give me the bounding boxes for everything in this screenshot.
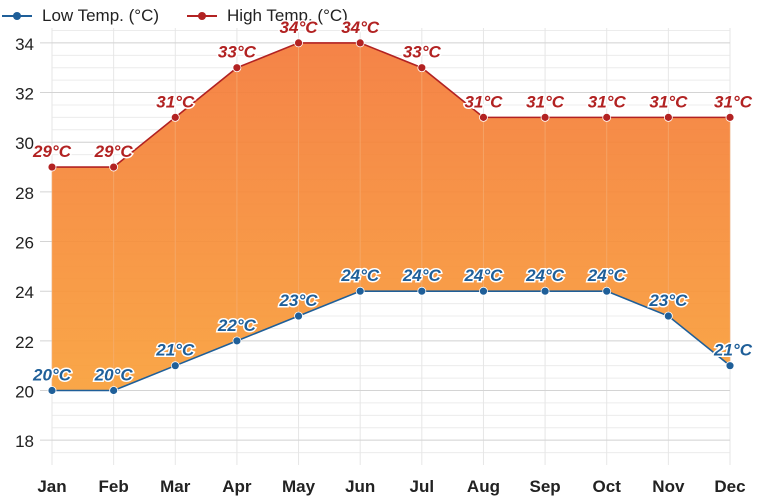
y-tick-label: 26 [15, 234, 34, 253]
low-data-label: 24°C [340, 266, 380, 285]
x-tick-label: Oct [593, 477, 622, 496]
high-point [355, 38, 365, 48]
x-axis: Jan Feb Mar Apr May Jun Jul Aug Sep Oct Nov Dec [37, 477, 745, 496]
y-axis: 18 20 22 24 26 28 30 32 34 [15, 35, 34, 451]
high-point [479, 112, 488, 122]
low-data-label: 20°C [94, 366, 134, 385]
low-data-label: 23°C [279, 291, 319, 310]
high-data-label: 33°C [403, 43, 442, 62]
high-data-label: 31°C [156, 92, 195, 111]
low-series-line [52, 290, 731, 392]
y-tick-label: 20 [15, 383, 34, 402]
legend: Low Temp. (°C) High Temp. (°C) [0, 4, 374, 28]
high-point [663, 112, 673, 122]
y-tick-label: 22 [15, 333, 34, 352]
range-fill [52, 42, 730, 391]
x-tick-label: Sep [529, 477, 560, 496]
y-tick-label: 30 [15, 134, 34, 153]
high-data-label: 31°C [588, 92, 627, 111]
high-data-label: 29°C [94, 142, 134, 161]
x-tick-label: Aug [467, 477, 500, 496]
y-tick-label: 28 [15, 184, 34, 203]
x-tick-label: Jun [345, 477, 375, 496]
low-data-label: 21°C [713, 341, 753, 360]
series-points [47, 38, 735, 395]
low-data-label: 21°C [155, 341, 195, 360]
low-point [479, 286, 488, 296]
high-point [725, 112, 735, 122]
low-point [725, 361, 735, 371]
high-point [109, 162, 119, 172]
low-point [109, 386, 119, 395]
high-point [47, 162, 57, 172]
y-tick-label: 18 [15, 432, 34, 451]
high-point [294, 38, 303, 48]
high-data-label: 31°C [464, 92, 503, 111]
low-point [355, 286, 365, 296]
low-data-label: 20°C [32, 366, 72, 385]
legend-item-high[interactable]: High Temp. (°C) [185, 6, 348, 26]
low-point [294, 311, 303, 321]
high-data-label: 33°C [218, 43, 257, 62]
high-data-label: 31°C [526, 92, 565, 111]
legend-label-high: High Temp. (°C) [227, 6, 348, 25]
x-tick-label: Jan [37, 477, 66, 496]
data-labels: 29°C 29°C 31°C 33°C 34°C 34°C 33°C 31°C 31°C 31°C… [31, 16, 755, 386]
temperature-range-area [51, 42, 731, 391]
legend-label-low: Low Temp. (°C) [42, 6, 160, 25]
low-point [232, 336, 242, 346]
low-point [663, 311, 673, 321]
x-tick-label: May [282, 477, 316, 496]
x-tick-label: Feb [99, 477, 129, 496]
legend-item-low[interactable]: Low Temp. (°C) [0, 6, 159, 26]
high-data-label: 31°C [649, 92, 688, 111]
low-data-label: 24°C [587, 266, 627, 285]
y-tick-label: 32 [15, 85, 34, 104]
high-point [540, 112, 550, 122]
x-tick-label: Mar [160, 477, 191, 496]
x-tick-label: Nov [652, 477, 685, 496]
low-data-label: 24°C [463, 266, 503, 285]
low-point [540, 286, 550, 296]
low-point [170, 361, 180, 371]
y-tick-label: 34 [15, 35, 34, 54]
high-point [602, 112, 612, 122]
high-point [417, 63, 427, 73]
low-point [417, 286, 427, 296]
high-data-label: 34°C [341, 18, 380, 37]
y-tick-label: 24 [15, 283, 34, 302]
high-point [232, 63, 242, 73]
high-data-label: 34°C [280, 18, 319, 37]
high-data-label: 31°C [714, 92, 753, 111]
high-series-marker-icon [187, 12, 218, 20]
low-series-marker-icon [2, 12, 32, 20]
low-data-label: 22°C [217, 316, 257, 335]
x-tick-label: Apr [222, 477, 252, 496]
x-tick-label: Jul [410, 477, 435, 496]
low-data-label: 23°C [648, 291, 688, 310]
low-point [602, 286, 612, 296]
low-point [47, 386, 57, 395]
high-point [170, 112, 180, 122]
low-data-label: 24°C [402, 266, 442, 285]
x-tick-label: Dec [714, 477, 745, 496]
series-lines [52, 42, 731, 392]
low-data-label: 24°C [525, 266, 565, 285]
high-series-line [52, 42, 730, 168]
high-data-label: 29°C [32, 142, 72, 161]
